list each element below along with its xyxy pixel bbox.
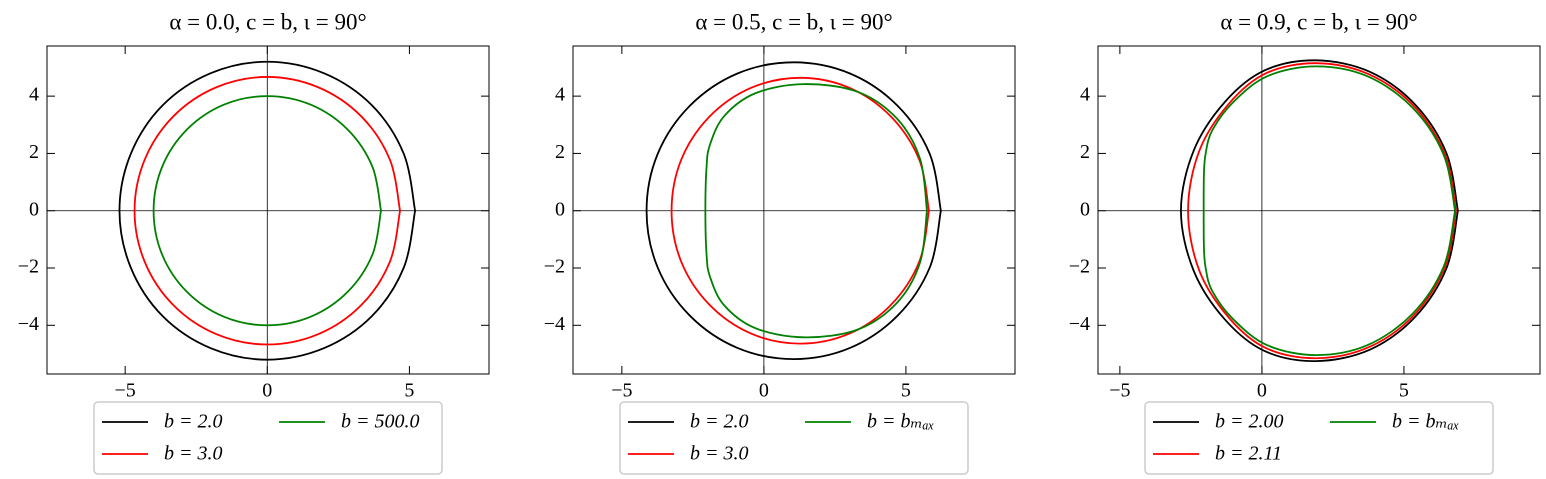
curve [1180, 59, 1459, 363]
panel: α = 0.5, c = b, ι = 90° −5 0 5 −4 −2 0 2 4 b = 2.… [544, 9, 1016, 475]
x-tick-label: −5 [1109, 380, 1130, 402]
y-tick-label: −2 [1069, 256, 1090, 278]
plot-area [573, 46, 1015, 374]
panel: α = 0.9, c = b, ι = 90° −5 0 5 −4 −2 0 2 4 b = 2.… [1069, 9, 1541, 475]
x-tick-label: −5 [611, 380, 632, 402]
x-tick-label: −5 [115, 380, 136, 402]
x-tick-label: 5 [404, 380, 414, 402]
y-tick-label: −4 [1069, 313, 1090, 335]
x-tick-label: 0 [262, 380, 272, 402]
x-tick-label: 0 [1257, 380, 1267, 402]
legend-label: b = bₘₐₓ [1392, 411, 1459, 433]
curve [118, 60, 416, 361]
curve [704, 83, 928, 339]
curve [1187, 62, 1457, 360]
chart-title: α = 0.0, c = b, ι = 90° [169, 9, 366, 34]
curve [1202, 65, 1456, 356]
legend-label: b = 3.0 [690, 443, 749, 465]
legend-label: b = 2.0 [690, 411, 749, 433]
legend-box [1144, 401, 1494, 475]
y-tick-label: −4 [18, 313, 39, 335]
y-tick-label: 2 [555, 141, 565, 163]
x-tick-label: 0 [759, 380, 769, 402]
curve [152, 95, 382, 327]
axes-frame [572, 45, 1016, 375]
y-tick-label: 0 [29, 198, 39, 220]
plot-area [1098, 46, 1540, 374]
axes-frame [1097, 45, 1541, 375]
legend: b = 2.0 b = 3.0 b = bₘₐₓ [619, 401, 969, 475]
y-tick-label: 2 [1080, 141, 1090, 163]
y-tick-label: 4 [29, 84, 39, 106]
curve [645, 61, 942, 361]
chart-title: α = 0.9, c = b, ι = 90° [1220, 9, 1417, 34]
legend: b = 2.0 b = 3.0 b = 500.0 [93, 401, 443, 475]
x-tick-label: 5 [1399, 380, 1409, 402]
plot-area [47, 46, 489, 374]
legend-label: b = bₘₐₓ [867, 411, 934, 433]
y-tick-label: −2 [544, 256, 565, 278]
y-tick-label: 0 [555, 198, 565, 220]
y-tick-label: 2 [29, 141, 39, 163]
legend-label: b = 500.0 [341, 411, 420, 433]
y-tick-label: −4 [544, 313, 565, 335]
x-tick-label: 5 [901, 380, 911, 402]
legend-box [93, 401, 443, 475]
axes-frame [46, 45, 490, 375]
y-tick-label: 0 [1080, 198, 1090, 220]
curve [133, 76, 401, 346]
y-tick-label: −2 [18, 256, 39, 278]
chart-title: α = 0.5, c = b, ι = 90° [695, 9, 892, 34]
legend-label: b = 2.11 [1215, 443, 1282, 465]
y-tick-label: 4 [1080, 84, 1090, 106]
y-tick-label: 4 [555, 84, 565, 106]
legend: b = 2.00 b = 2.11 b = bₘₐₓ [1144, 401, 1494, 475]
legend-label: b = 3.0 [164, 443, 223, 465]
panel: α = 0.0, c = b, ι = 90° −5 0 5 −4 −2 0 2 4 b = 2.… [18, 9, 490, 475]
legend-box [619, 401, 969, 475]
legend-label: b = 2.00 [1215, 411, 1284, 433]
legend-label: b = 2.0 [164, 411, 223, 433]
